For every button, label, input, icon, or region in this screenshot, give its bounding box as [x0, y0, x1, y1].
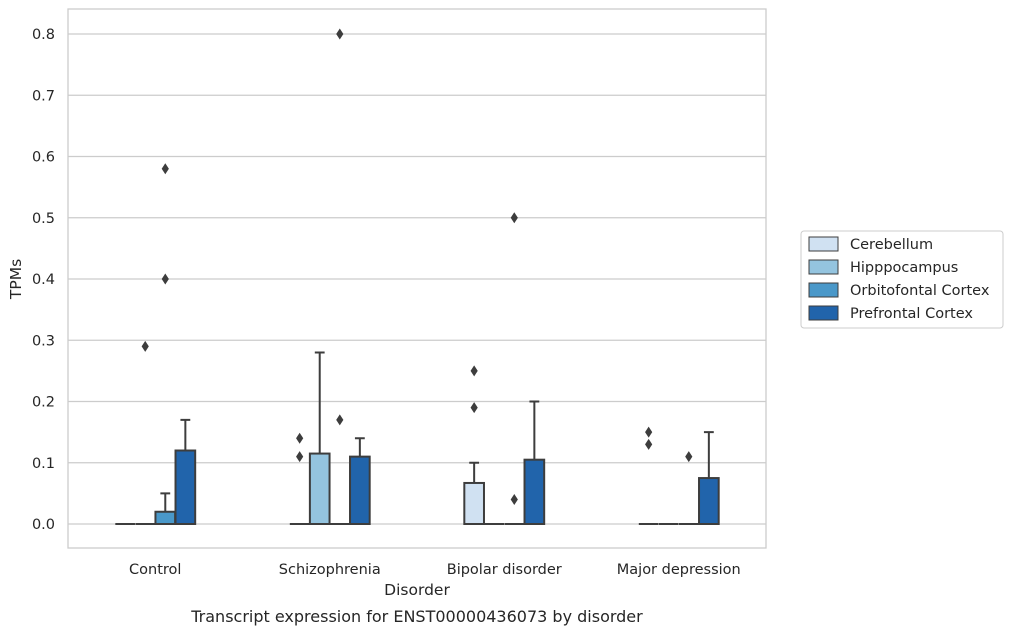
legend: Cerebellum Hipppocampus Orbitofontal Corte… — [800, 230, 1004, 329]
y-axis-label: TPMs — [7, 259, 25, 300]
box-body — [349, 455, 371, 525]
box-cerebellum — [463, 365, 485, 525]
outlier-point — [510, 494, 518, 505]
y-axis-ticks: 0.0 0.1 0.2 0.3 0.4 0.5 0.6 0.7 0.8 — [32, 27, 55, 533]
box-prefrontal-cortex — [523, 400, 546, 525]
chart-caption: Transcript expression for ENST0000043607… — [190, 607, 643, 626]
box-hipppocampus — [135, 340, 156, 525]
y-tick-label: 0.0 — [32, 517, 55, 533]
box-body — [174, 449, 197, 525]
y-tick-label: 0.1 — [32, 456, 55, 472]
x-axis-ticks: Control Schizophrenia Bipolar disorder Majo… — [129, 562, 741, 578]
outlier-point — [161, 163, 169, 175]
box-body — [463, 481, 485, 525]
box-prefrontal-cortex — [698, 431, 720, 525]
y-tick-label: 0.6 — [32, 150, 55, 166]
y-tick-label: 0.5 — [32, 211, 55, 227]
y-tick-label: 0.2 — [32, 395, 55, 411]
x-tick-label: Major depression — [617, 562, 741, 578]
outlier-point — [296, 451, 304, 463]
y-tick-label: 0.8 — [32, 27, 55, 43]
outlier-point — [510, 212, 518, 224]
gridlines — [68, 33, 766, 525]
y-tick-label: 0.3 — [32, 333, 55, 349]
legend-label: Prefrontal Cortex — [850, 306, 973, 322]
outlier-point — [645, 426, 653, 438]
outlier-point — [685, 451, 693, 463]
box-body — [698, 477, 720, 525]
legend-label: Cerebellum — [850, 237, 933, 253]
x-axis-label: Disorder — [384, 581, 450, 599]
legend-swatch — [808, 259, 839, 275]
box-hipppocampus — [308, 351, 331, 525]
legend-swatch — [808, 236, 839, 252]
outlier-point — [645, 438, 653, 450]
outlier-point — [470, 402, 478, 414]
box-body — [308, 452, 331, 525]
y-tick-label: 0.7 — [32, 88, 55, 104]
x-tick-label: Control — [129, 562, 181, 578]
box-cerebellum — [638, 426, 659, 525]
boxes — [115, 28, 720, 525]
box-cerebellum — [289, 432, 310, 525]
legend-swatch — [808, 282, 839, 298]
legend-label: Hipppocampus — [850, 260, 958, 276]
legend-label: Orbitofontal Cortex — [850, 283, 990, 299]
box-orbitofontal-cortex — [329, 28, 350, 525]
box-orbitofontal-cortex — [504, 212, 525, 525]
box-prefrontal-cortex — [174, 418, 197, 525]
box-prefrontal-cortex — [349, 437, 371, 525]
plot-frame — [67, 8, 767, 549]
outlier-point — [141, 340, 149, 352]
box-body — [154, 510, 177, 525]
box-body — [523, 458, 546, 525]
outlier-point — [296, 432, 304, 444]
legend-frame — [800, 230, 1004, 329]
outlier-point — [336, 28, 344, 40]
box-orbitofontal-cortex — [678, 451, 699, 525]
outlier-point — [336, 414, 344, 426]
x-tick-label: Schizophrenia — [279, 562, 381, 578]
box-orbitofontal-cortex — [154, 163, 177, 525]
y-tick-label: 0.4 — [32, 272, 55, 288]
legend-swatch — [808, 305, 839, 321]
outlier-point — [470, 365, 478, 377]
x-tick-label: Bipolar disorder — [447, 562, 562, 578]
outlier-point — [161, 273, 169, 285]
